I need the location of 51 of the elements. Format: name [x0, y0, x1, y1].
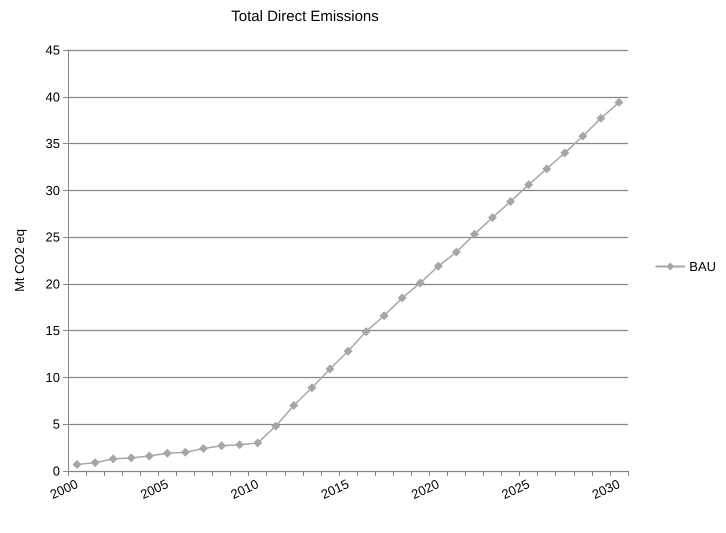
- point: [289, 401, 298, 410]
- point: [434, 262, 443, 271]
- point: [560, 148, 570, 158]
- point: [72, 460, 82, 469]
- y-tick-label: 10: [46, 370, 60, 385]
- point: [90, 458, 100, 468]
- point: [614, 98, 624, 107]
- point: [470, 230, 479, 239]
- y-tick-label: 0: [52, 464, 60, 478]
- point: [144, 452, 154, 461]
- y-tick-label: 30: [46, 182, 60, 198]
- y-axis-title: Mt CO2 eq: [12, 229, 27, 292]
- y-tick-label: 40: [46, 89, 60, 104]
- point: [416, 278, 425, 288]
- point: [542, 164, 552, 174]
- point: [180, 448, 190, 457]
- y-tick-label: 15: [46, 323, 60, 338]
- y-tick-label: 20: [46, 276, 60, 292]
- point: [452, 248, 461, 257]
- point: [596, 114, 606, 123]
- point: [198, 444, 208, 454]
- point: [506, 197, 516, 206]
- x-tick-label: 2020: [408, 476, 442, 502]
- chart-title: Total Direct Emissions: [231, 8, 379, 25]
- point: [398, 293, 407, 302]
- point: [271, 422, 280, 431]
- x-tick-label: 2005: [138, 476, 171, 502]
- x-tick-label: 2010: [228, 476, 261, 502]
- point: [253, 438, 262, 448]
- x-tick-label: 2030: [590, 476, 622, 502]
- point: [488, 212, 498, 222]
- y-tick-label: 45: [46, 42, 60, 58]
- point: [380, 311, 389, 320]
- x-tick-label: 2000: [48, 476, 80, 502]
- point: [217, 441, 226, 450]
- legend-label: BAU: [689, 259, 716, 274]
- y-tick-label: 35: [46, 136, 60, 152]
- point: [344, 346, 352, 356]
- x-tick-label: 2015: [318, 476, 352, 502]
- y-tick-label: 25: [46, 230, 60, 245]
- point: [362, 327, 371, 336]
- point: [325, 364, 334, 374]
- point: [307, 383, 316, 392]
- point: [126, 453, 136, 462]
- point: [524, 180, 534, 190]
- point: [235, 440, 244, 450]
- point: [108, 454, 118, 464]
- point: [578, 132, 588, 141]
- y-tick-label: 5: [52, 416, 60, 432]
- point: [162, 448, 172, 458]
- x-tick-label: 2025: [499, 476, 532, 502]
